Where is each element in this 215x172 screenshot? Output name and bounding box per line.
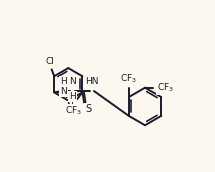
Text: HN: HN [86,77,99,86]
Text: S: S [85,104,91,114]
Text: N: N [60,87,67,95]
Text: N: N [66,102,72,111]
Text: N: N [69,77,76,86]
Text: CF$_3$: CF$_3$ [120,72,137,85]
Text: CF$_3$: CF$_3$ [65,105,82,117]
Text: CF$_3$: CF$_3$ [157,82,174,94]
Text: H: H [60,77,67,86]
Text: H: H [69,92,76,101]
Text: Cl: Cl [46,57,54,66]
